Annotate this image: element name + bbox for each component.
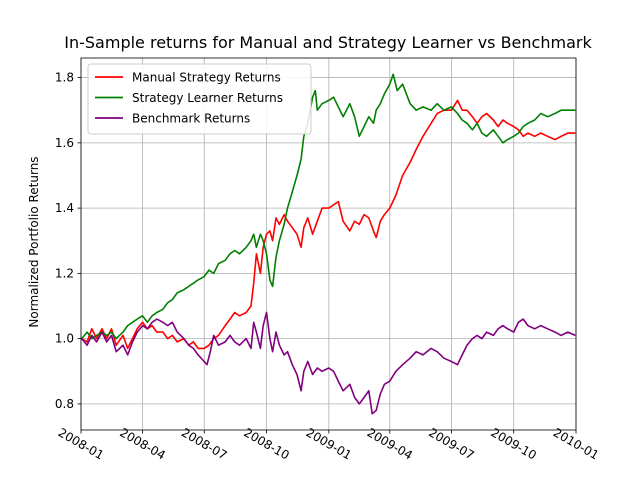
- y-tick-label: 1.6: [55, 136, 74, 150]
- y-tick-label: 0.8: [55, 397, 74, 411]
- y-axis-label: Normalized Portfolio Returns: [27, 156, 41, 327]
- legend-box: [87, 63, 312, 135]
- y-tick-label: 1.8: [55, 71, 74, 85]
- chart-title: In-Sample returns for Manual and Strateg…: [64, 33, 592, 52]
- legend: Manual Strategy Returns Strategy Learner …: [87, 63, 312, 135]
- y-tick-label: 1.2: [55, 266, 74, 280]
- series-line-3: [81, 311, 576, 415]
- legend-label-1: Manual Strategy Returns: [132, 71, 281, 85]
- plot-frame: [80, 57, 577, 431]
- legend-label-3: Benchmark Returns: [132, 112, 250, 126]
- legend-label-2: Strategy Learner Returns: [132, 91, 283, 105]
- series-line-1: [81, 99, 576, 350]
- y-tick-label: 1.4: [55, 201, 74, 215]
- y-tick-label: 1.0: [55, 332, 74, 346]
